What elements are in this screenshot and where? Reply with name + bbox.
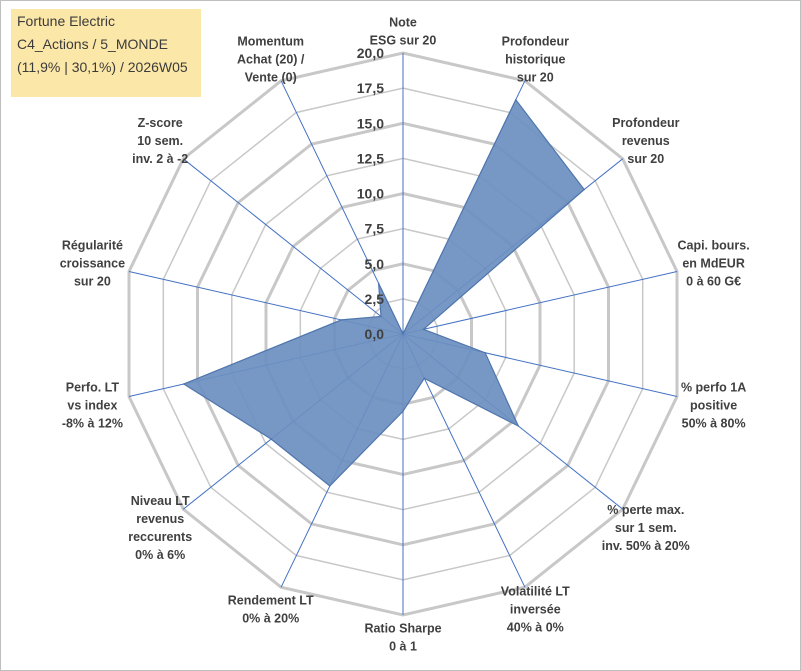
radar-tick-labels: 0,0 2,5 5,0 7,5 10,0 12,5 15,0 17,5 20,0 [357, 45, 384, 342]
tick-label: 15,0 [357, 115, 384, 131]
axis-label: % perte max. sur 1 sem. inv. 50% à 20% [602, 503, 690, 553]
radar-series [182, 98, 586, 487]
data-point [583, 188, 585, 191]
axis-spoke [402, 271, 678, 335]
info-box: Fortune Electric C4_Actions / 5_MONDE (1… [11, 9, 201, 97]
tick-label: 17,5 [357, 80, 384, 96]
tick-label: 12,5 [357, 150, 384, 166]
axis-label: Rendement LT 0% à 20% [228, 593, 314, 625]
radar-axis-labels: Note ESG sur 20 Profondeur historique sur 20… [60, 16, 750, 654]
data-point [270, 438, 273, 440]
data-point [484, 352, 487, 354]
axis-label: Ratio Sharpe 0 à 1 [364, 622, 441, 654]
axis-label: Perfo. LT vs index -8% à 12% [62, 380, 123, 430]
axis-label: Profondeur historique sur 20 [502, 35, 569, 85]
tick-label: 0,0 [365, 326, 385, 342]
data-point [377, 282, 380, 285]
data-point [422, 328, 425, 331]
tick-label: 2,5 [365, 291, 385, 307]
info-company-name: Fortune Electric [17, 13, 116, 29]
axis-label: % perfo 1A positive 50% à 80% [681, 380, 746, 430]
data-point [402, 410, 404, 413]
tick-label: 7,5 [365, 221, 385, 237]
axis-label: Profondeur revenus sur 20 [612, 116, 679, 166]
axis-label: Volatilité LT inversée 40% à 0% [501, 584, 570, 634]
data-point [515, 99, 517, 101]
tick-label: 20,0 [357, 45, 384, 61]
data-point [340, 319, 343, 321]
data-point [423, 377, 426, 380]
data-point [517, 425, 520, 427]
info-period: (11,9% | 30,1%) / 2026W05 [17, 59, 188, 75]
data-point [380, 315, 382, 318]
axis-label: Note ESG sur 20 [370, 16, 437, 48]
axis-spoke [182, 158, 404, 335]
axis-label: Régularité croissance sur 20 [60, 239, 125, 289]
info-category: C4_Actions / 5_MONDE [17, 36, 168, 52]
data-point [329, 485, 331, 487]
axis-label: Capi. bours. en MdEUR 0 à 60 G€ [677, 239, 749, 289]
series-area [182, 98, 586, 487]
tick-label: 10,0 [357, 186, 384, 202]
tick-label: 5,0 [365, 256, 385, 272]
data-point [183, 383, 185, 385]
axis-label: Momentum Achat (20) / Vente (0) [237, 35, 305, 85]
data-point [402, 333, 404, 335]
axis-label: Niveau LT revenus reccurents 0% à 6% [128, 494, 192, 562]
axis-label: Z-score 10 sem. inv. 2 à -2 [132, 116, 188, 166]
